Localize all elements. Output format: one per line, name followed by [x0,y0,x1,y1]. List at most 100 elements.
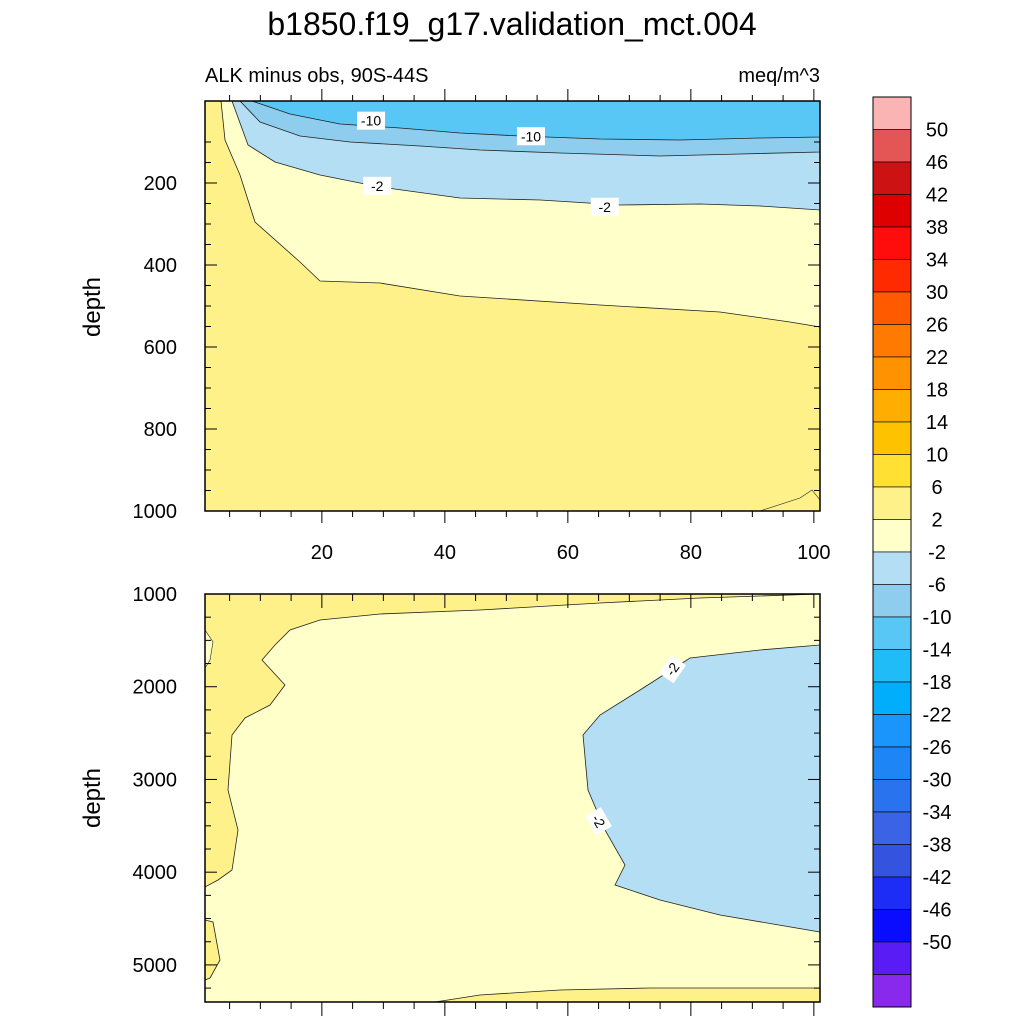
upper-subtitle-right: meq/m^3 [738,65,820,87]
colorbar-swatch [872,486,912,520]
upper-ytick-label: 400 [144,255,177,277]
colorbar-label: -6 [928,575,946,597]
colorbar-swatch [872,194,912,228]
lower-ylabel: depth [79,768,106,828]
colorbar-swatch [872,811,912,845]
colorbar-label: -2 [928,542,946,564]
colorbar-swatch [872,909,912,943]
colorbar: 50 46 42 38 34 30 26 22 18 14 10 6 2 -2 -6 -10 -14 -18 -22… [872,96,952,1008]
colorbar-label: -10 [923,607,952,629]
colorbar-swatch [872,876,912,910]
colorbar-swatch [872,779,912,813]
colorbar-label: -38 [923,835,952,857]
upper-contour-label: -2 [590,197,619,216]
upper-xtick-label: 100 [797,542,830,564]
lower-ytick-label: 2000 [133,677,178,699]
contour-label-box [363,176,392,195]
upper-panel: ALK minus obs, 90S-44S meq/m^3 200 400 600… [79,65,831,564]
upper-contour-label: -10 [357,111,386,130]
colorbar-label: -22 [923,705,952,727]
colorbar-label: 2 [931,510,942,532]
colorbar-label: -26 [923,737,952,759]
colorbar-swatch [872,96,912,130]
upper-ticks: 200 400 600 800 1000 20 40 60 80 100 [133,89,831,564]
colorbar-label: -14 [923,640,952,662]
upper-contour-label: -10 [516,127,545,146]
colorbar-swatch [872,226,912,260]
contour-label-text: -10 [361,113,381,129]
colorbar-label: -46 [923,900,952,922]
colorbar-swatch [872,844,912,878]
lower-region-2-top [204,593,821,888]
colorbar-swatch [872,259,912,293]
colorbar-swatch [872,681,912,715]
upper-xtick-label: 80 [680,542,702,564]
figure-title: b1850.f19_g17.validation_mct.004 [267,6,756,42]
colorbar-label: 46 [926,152,948,174]
colorbar-swatch [872,746,912,780]
colorbar-swatch [872,551,912,585]
lower-ytick-label: 1000 [133,584,178,606]
contour-label-box [585,807,612,836]
upper-ytick-label: 1000 [133,501,178,523]
colorbar-label: 14 [926,412,948,434]
colorbar-swatch [872,291,912,325]
colorbar-swatch [872,941,912,975]
colorbar-label: -18 [923,672,952,694]
colorbar-swatch [872,356,912,390]
colorbar-swatch [872,649,912,683]
lower-frame [204,593,821,1003]
contour-label-text: -2 [371,178,384,194]
contour-label-text: -10 [521,128,541,144]
lower-ytick-label: 3000 [133,769,178,791]
lower-ytick-label: 4000 [133,862,178,884]
colorbar-label: 18 [926,380,948,402]
colorbar-swatch [872,519,912,553]
lower-ytick-label: 5000 [133,955,178,977]
colorbar-swatch [872,161,912,195]
colorbar-label: 6 [931,477,942,499]
upper-contour-label: -2 [363,176,392,195]
colorbar-label: 22 [926,347,948,369]
colorbar-swatch [872,584,912,618]
colorbar-label: -34 [923,802,952,824]
colorbar-label: -42 [923,867,952,889]
colorbar-swatch [872,974,912,1008]
upper-ytick-label: 200 [144,173,177,195]
colorbar-frame [872,96,912,1008]
upper-ytick-label: 600 [144,337,177,359]
colorbar-swatch [872,389,912,423]
lower-contour-fills [204,593,821,1003]
upper-ytick-label: 800 [144,419,177,441]
upper-xtick-label: 60 [557,542,579,564]
colorbar-label: 26 [926,315,948,337]
colorbar-label: 50 [926,120,948,142]
contour-label-text: -2 [599,199,612,215]
colorbar-label: -50 [923,932,952,954]
colorbar-swatch [872,421,912,455]
colorbar-label: 34 [926,250,948,272]
upper-subtitle-left: ALK minus obs, 90S-44S [205,65,428,87]
upper-contour-fills [204,100,821,512]
contour-label-box [590,197,619,216]
lower-contour-label: -2 [658,654,687,684]
colorbar-swatch [872,714,912,748]
contour-label-box [357,111,386,130]
contour-label-box [658,654,687,684]
colorbar-label: 38 [926,217,948,239]
colorbar-label: 10 [926,445,948,467]
colorbar-label: 30 [926,282,948,304]
contour-label-box [516,127,545,146]
lower-ticks: 1000 2000 3000 4000 5000 [133,584,820,1016]
upper-xtick-label: 40 [434,542,456,564]
colorbar-swatch [872,616,912,650]
lower-contour-labels: -2 -2 [585,654,687,836]
colorbar-label: 42 [926,185,948,207]
lower-panel: 1000 2000 3000 4000 5000 -2 -2 depth [79,584,821,1016]
colorbar-swatch [872,324,912,358]
colorbar-swatch [872,454,912,488]
upper-ylabel: depth [79,277,106,337]
lower-contour-label: -2 [585,807,612,836]
upper-xtick-label: 20 [311,542,333,564]
